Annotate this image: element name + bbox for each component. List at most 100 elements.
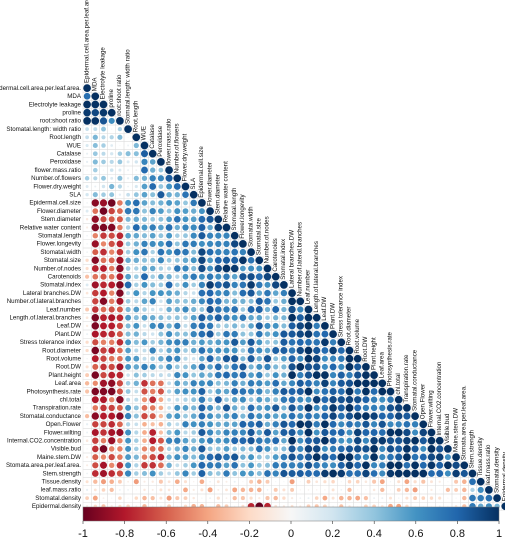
correlation-circle (411, 436, 419, 445)
correlation-circle (272, 470, 279, 477)
correlation-circle (248, 323, 254, 329)
correlation-circle (239, 248, 247, 256)
correlation-circle (206, 322, 214, 330)
correlation-circle (108, 371, 116, 379)
correlation-circle (118, 488, 121, 491)
correlation-circle (85, 266, 89, 271)
correlation-circle (86, 448, 88, 450)
correlation-circle (345, 412, 354, 420)
correlation-circle (99, 469, 108, 478)
correlation-circle (266, 489, 269, 491)
correlation-circle (289, 479, 295, 485)
correlation-circle (85, 143, 89, 148)
correlation-circle (149, 159, 156, 165)
correlation-circle (255, 297, 263, 305)
column-label: Flower.diameter (206, 162, 213, 206)
correlation-circle (354, 388, 361, 395)
correlation-circle (265, 454, 270, 460)
correlation-circle (183, 323, 188, 328)
correlation-circle (232, 487, 238, 493)
correlation-circle (142, 430, 147, 435)
correlation-circle (158, 348, 164, 353)
correlation-circle (116, 216, 123, 223)
correlation-circle (158, 233, 164, 239)
correlation-circle (256, 405, 263, 411)
correlation-circle (240, 348, 246, 353)
correlation-circle (370, 388, 378, 395)
correlation-circle (100, 314, 107, 322)
correlation-circle (91, 330, 99, 338)
correlation-circle (174, 371, 181, 379)
correlation-circle (297, 355, 304, 362)
correlation-circle (126, 397, 131, 402)
correlation-circle (206, 297, 214, 305)
correlation-circle (403, 469, 411, 478)
correlation-circle (116, 240, 124, 248)
correlation-circle (280, 462, 288, 469)
correlation-circle (117, 446, 123, 452)
correlation-circle (321, 428, 329, 437)
correlation-circle (215, 273, 222, 280)
correlation-circle (91, 371, 100, 379)
correlation-circle (215, 306, 222, 313)
correlation-circle (174, 437, 181, 444)
correlation-circle (347, 487, 352, 493)
correlation-circle (133, 175, 139, 181)
correlation-circle (207, 372, 213, 378)
correlation-circle (280, 387, 288, 396)
correlation-circle (313, 363, 321, 371)
correlation-circle (198, 330, 206, 338)
correlation-circle (207, 487, 213, 493)
correlation-circle (321, 379, 329, 388)
correlation-circle (150, 340, 155, 345)
correlation-circle (435, 436, 444, 445)
correlation-circle (394, 404, 403, 412)
correlation-circle (83, 92, 91, 100)
correlation-circle (247, 306, 255, 313)
correlation-circle (331, 479, 335, 484)
correlation-circle (215, 429, 222, 436)
correlation-circle (108, 330, 116, 338)
correlation-circle (191, 397, 197, 403)
correlation-circle (436, 461, 444, 469)
correlation-circle (133, 151, 139, 157)
correlation-circle (84, 176, 90, 181)
correlation-circle (378, 436, 387, 445)
correlation-circle (387, 396, 394, 403)
correlation-circle (183, 487, 188, 493)
correlation-circle (304, 330, 313, 338)
correlation-circle (100, 371, 107, 379)
correlation-circle (280, 453, 288, 461)
correlation-circle (370, 470, 378, 477)
correlation-circle (92, 339, 99, 346)
correlation-circle (158, 462, 164, 469)
correlation-circle (273, 446, 279, 452)
correlation-circle (288, 388, 296, 395)
correlation-circle (99, 223, 108, 232)
correlation-circle (214, 314, 222, 322)
correlation-circle (198, 273, 205, 280)
correlation-circle (125, 404, 132, 411)
correlation-circle (86, 152, 89, 155)
correlation-circle (313, 346, 321, 355)
correlation-circle (100, 306, 107, 313)
correlation-circle (313, 462, 320, 469)
column-label: Internal.CO2.concentration (436, 361, 443, 436)
row-label: Peroxidase (50, 159, 82, 166)
correlation-circle (223, 314, 230, 321)
correlation-circle (151, 488, 154, 491)
correlation-circle (141, 248, 148, 256)
correlation-circle (337, 388, 345, 395)
correlation-circle (83, 117, 91, 125)
correlation-circle (313, 404, 320, 411)
correlation-circle (427, 461, 436, 470)
correlation-circle (240, 323, 246, 329)
correlation-circle (288, 453, 296, 461)
correlation-circle (125, 429, 132, 436)
column-label: Stomata.area.per.leaf.area. (461, 385, 468, 460)
correlation-circle (345, 453, 354, 461)
correlation-circle (190, 421, 197, 428)
correlation-circle (134, 266, 139, 271)
correlation-circle (134, 299, 139, 304)
correlation-circle (134, 430, 139, 435)
